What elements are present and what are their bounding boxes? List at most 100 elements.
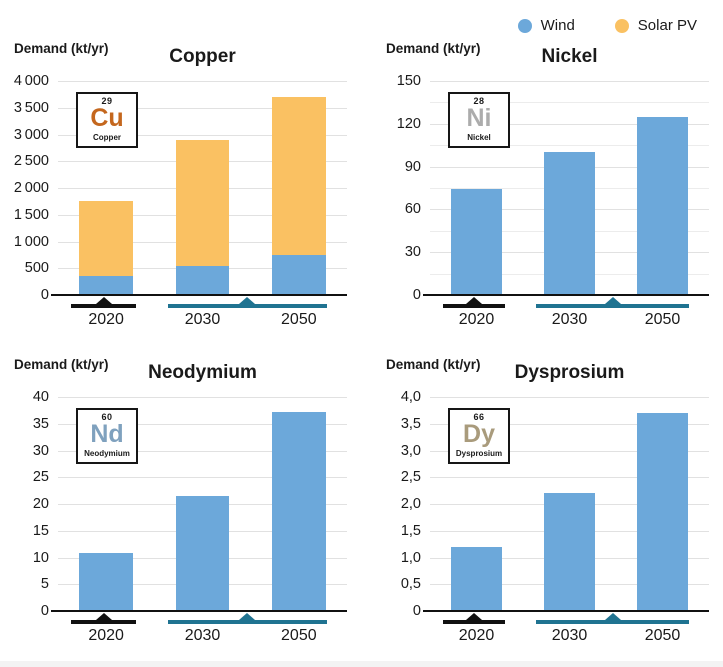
chart-title: Copper	[169, 46, 236, 67]
y-tick-label: 0	[40, 603, 49, 619]
y-tick-label: 4,0	[400, 389, 421, 405]
legend-label-solar-pv: Solar PV	[637, 17, 697, 34]
y-tick-label: 500	[24, 260, 49, 277]
bar-segment-wind	[272, 254, 326, 295]
y-axis-label: Demand (kt/yr)	[14, 357, 109, 372]
timeline-markers	[58, 296, 347, 308]
element-atomic-number: 60	[101, 412, 113, 422]
plot-area: 0 500 1 000 1 500 2 000 2 500 3 000 3 500 4 000 2…	[14, 73, 347, 303]
plot-area: 0 30 60 90 120 150 28 Ni Nickel	[397, 73, 709, 303]
y-tick-label: 1,5	[400, 522, 421, 539]
y-tick-label: 2 500	[13, 153, 49, 170]
y-tick-label: 3,5	[400, 415, 421, 432]
timeline-markers	[430, 612, 709, 624]
bar-segment-wind	[79, 553, 133, 611]
bar-segment-wind	[79, 276, 133, 295]
marker-2020-arrow-icon	[465, 613, 482, 620]
y-tick-label: 150	[396, 73, 421, 89]
element-atomic-number: 66	[473, 412, 485, 422]
element-atomic-number: 29	[101, 96, 113, 106]
marker-2030-2050	[167, 296, 327, 308]
chart-dysprosium: Demand (kt/yr) Dysprosium 0 0,5 1,0 1,5 2,0 2,5…	[372, 352, 723, 654]
x-tick-2050: 2050	[281, 311, 317, 328]
marker-2020-bar	[442, 304, 506, 308]
bar-2020	[79, 553, 133, 611]
element-name: Copper	[93, 132, 121, 142]
x-axis-line	[51, 610, 347, 612]
x-axis-labels: 2020 2030 2050	[430, 311, 709, 331]
marker-2030-2050	[536, 612, 690, 624]
bottom-page-strip	[0, 661, 723, 667]
legend-item-solar-pv: Solar PV	[614, 17, 697, 34]
gridline	[58, 134, 347, 136]
marker-2020-arrow-icon	[95, 613, 112, 620]
y-axis-label: Demand (kt/yr)	[386, 357, 481, 372]
bar-2030	[175, 139, 230, 295]
x-axis-line	[423, 294, 709, 296]
marker-2020-bar	[442, 620, 506, 624]
bar-2050	[272, 97, 326, 295]
x-axis-labels: 2020 2030 2050	[430, 627, 709, 647]
bar-segment-wind	[543, 152, 596, 295]
chart-copper: Demand (kt/yr) Copper 0 500 1 000 1 500 2 000 2…	[0, 36, 361, 338]
y-tick-label: 10	[32, 549, 49, 566]
y-tick-label: 120	[396, 115, 421, 132]
y-tick-label: 5	[40, 576, 49, 593]
y-tick-label: 4 000	[13, 73, 49, 89]
gridline	[58, 477, 347, 479]
marker-2020	[442, 612, 506, 624]
chart-title: Dysprosium	[514, 362, 625, 383]
chart-neodymium: Demand (kt/yr) Neodymium 0 5 10 15 20 25 30 35 40 6…	[0, 352, 361, 654]
x-axis-line	[51, 294, 347, 296]
gridline	[430, 102, 709, 104]
y-tick-label: 1 500	[13, 206, 49, 223]
y-tick-label: 2 000	[13, 180, 49, 196]
y-tick-label: 30	[32, 442, 49, 459]
element-symbol: Dy	[463, 420, 495, 448]
gridline	[58, 397, 347, 398]
element-symbol-box: 29 Cu Copper	[76, 92, 138, 148]
element-symbol-box: 28 Ni Nickel	[448, 92, 510, 148]
marker-2020	[442, 296, 506, 308]
y-tick-label: 3 000	[13, 126, 49, 143]
marker-2030-2050	[167, 612, 327, 624]
element-symbol: Nd	[90, 420, 124, 448]
gridline	[430, 123, 709, 125]
plot-area: 0 0,5 1,0 1,5 2,0 2,5 3,0 3,5 4,0 66 Dy Dysprosium	[401, 389, 709, 619]
gridline	[430, 450, 709, 452]
gridline	[58, 107, 347, 109]
bar-segment-wind	[175, 495, 230, 611]
gridline	[430, 477, 709, 479]
bar-segment-solar-pv	[272, 97, 326, 255]
x-axis-labels: 2020 2030 2050	[58, 311, 347, 331]
x-tick-2020: 2020	[458, 627, 495, 644]
element-name: Dysprosium	[455, 448, 503, 458]
bar-segment-wind	[636, 413, 689, 611]
bar-segment-wind	[272, 411, 326, 611]
gridline	[430, 423, 709, 425]
x-tick-2020: 2020	[88, 627, 124, 644]
bar-2020	[450, 546, 503, 611]
marker-future-arrow-icon	[604, 297, 621, 304]
y-tick-label: 0	[412, 287, 421, 303]
bar-segment-wind	[450, 189, 503, 295]
bar-2030	[543, 493, 596, 611]
chart-title: Neodymium	[148, 362, 257, 383]
marker-future-arrow-icon	[604, 613, 621, 620]
y-tick-label: 2,0	[400, 496, 421, 512]
plot-area: 0 5 10 15 20 25 30 35 40 60 Nd Neodymium	[33, 389, 347, 619]
legend-item-wind: Wind	[517, 17, 575, 34]
x-tick-2050: 2050	[644, 627, 681, 644]
bar-2020	[450, 189, 503, 295]
solar-pv-color-dot	[614, 18, 629, 33]
x-tick-2050: 2050	[281, 627, 317, 644]
element-symbol-box: 66 Dy Dysprosium	[448, 408, 510, 464]
gridline	[58, 450, 347, 452]
legend: Wind Solar PV	[517, 17, 697, 34]
bar-2050	[636, 116, 689, 295]
gridline	[430, 397, 709, 398]
bar-2030	[543, 152, 596, 295]
element-symbol-box: 60 Nd Neodymium	[76, 408, 138, 464]
y-tick-label: 30	[404, 244, 421, 261]
marker-2020	[71, 296, 137, 308]
